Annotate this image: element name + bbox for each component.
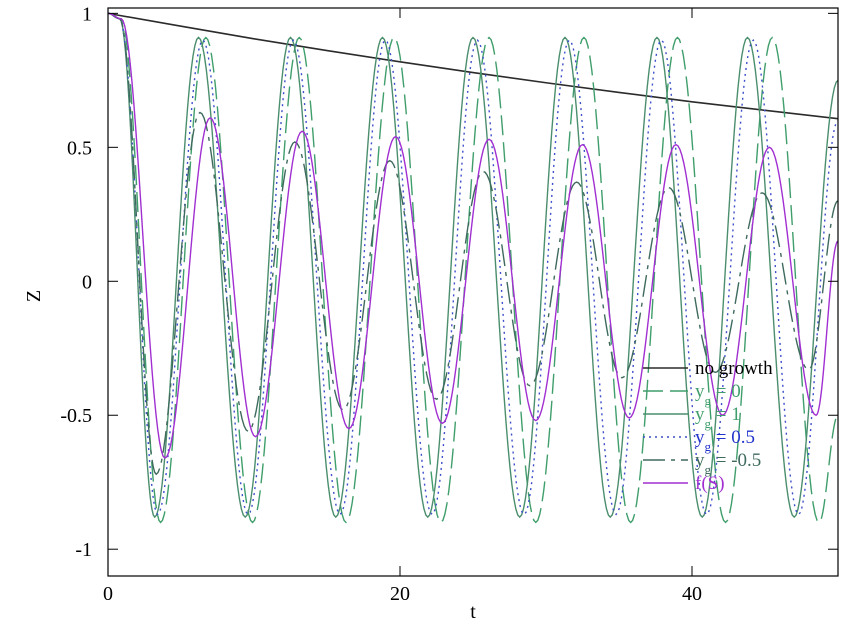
series-line-3 <box>108 12 838 516</box>
series-layer <box>108 12 838 524</box>
y-tick-label: 1 <box>82 3 92 25</box>
legend-label-0: no growth <box>695 358 773 379</box>
series-line-4 <box>108 12 838 476</box>
legend-label-1: yg = 0 <box>695 381 741 408</box>
y-tick-label: 0.5 <box>67 137 92 159</box>
legend-label-2: yg = 1 <box>695 404 741 431</box>
tick-layer: 0 20 40 -1 -0.5 0 0.5 1 <box>60 3 838 605</box>
y-tick-label: -0.5 <box>60 405 92 427</box>
series-line-0 <box>108 12 838 120</box>
x-axis-title: t <box>470 601 476 623</box>
legend-label-4: yg = -0.5 <box>695 450 761 477</box>
plot-frame <box>107 7 839 577</box>
series-line-5 <box>108 12 838 460</box>
x-tick-label: 20 <box>390 583 410 605</box>
y-tick-label: -1 <box>75 539 92 561</box>
x-tick-label: 40 <box>682 583 702 605</box>
legend-label-5: f(S) <box>695 473 725 494</box>
x-tick-label: 0 <box>103 583 113 605</box>
y-tick-label: 0 <box>82 271 92 293</box>
legend-label-3: yg = 0.5 <box>695 427 755 454</box>
series-line-1 <box>108 12 838 524</box>
series-line-2 <box>108 12 838 519</box>
y-axis-title: Z <box>23 290 45 302</box>
